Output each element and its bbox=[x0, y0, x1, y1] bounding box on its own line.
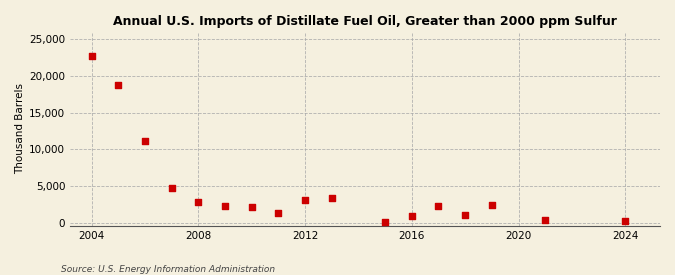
Text: Source: U.S. Energy Information Administration: Source: U.S. Energy Information Administ… bbox=[61, 265, 275, 274]
Point bbox=[460, 213, 470, 217]
Point bbox=[219, 204, 230, 208]
Point bbox=[487, 202, 497, 207]
Point bbox=[246, 205, 257, 209]
Point bbox=[540, 218, 551, 222]
Point bbox=[300, 198, 310, 202]
Point bbox=[433, 204, 444, 209]
Point bbox=[59, 67, 70, 71]
Point bbox=[620, 219, 630, 223]
Title: Annual U.S. Imports of Distillate Fuel Oil, Greater than 2000 ppm Sulfur: Annual U.S. Imports of Distillate Fuel O… bbox=[113, 15, 617, 28]
Point bbox=[86, 54, 97, 58]
Point bbox=[406, 213, 417, 218]
Y-axis label: Thousand Barrels: Thousand Barrels bbox=[15, 83, 25, 174]
Point bbox=[193, 200, 204, 205]
Point bbox=[326, 196, 337, 200]
Point bbox=[380, 220, 391, 224]
Point bbox=[113, 83, 124, 87]
Point bbox=[273, 210, 284, 215]
Point bbox=[140, 139, 151, 144]
Point bbox=[166, 186, 177, 190]
